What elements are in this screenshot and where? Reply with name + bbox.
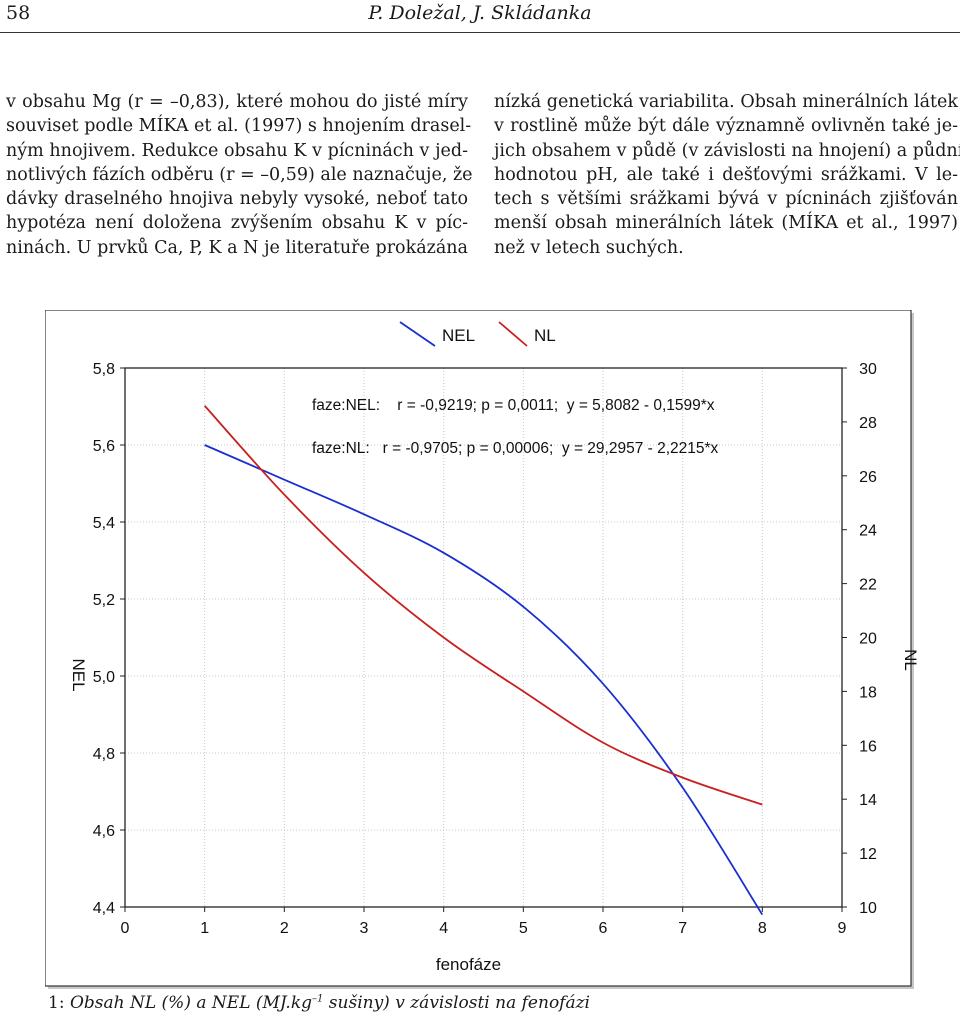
left-column-text: v obsahu Mg (r = –0,83), které mohou do … <box>6 90 473 260</box>
x-axis-title: fenofáze <box>436 955 501 974</box>
figure-chart: 0 1 2 3 4 5 6 7 8 9 4,4 4,6 4,8 5,0 5,2 5,4 5,6 5,8 10 12 14… <box>45 310 917 994</box>
x-tick-label: 2 <box>280 920 289 937</box>
x-tick-label: 8 <box>758 920 767 937</box>
y2-tick-label: 30 <box>859 361 877 378</box>
header-rule <box>0 32 960 33</box>
text-line: notlivých fázích odběru (r = –0,59) ale … <box>6 164 473 185</box>
x-tick-label: 6 <box>599 920 608 937</box>
y-axis-title: NEL <box>69 658 88 691</box>
regression-annotation: faze:NEL: r = -0,9219; p = 0,0011; y = 5… <box>312 397 715 414</box>
y2-tick-label: 12 <box>859 846 877 863</box>
text-line: v obsahu Mg (r = –0,83), které mohou do … <box>6 92 468 112</box>
y-tick-label: 5,4 <box>93 515 115 532</box>
x-tick-label: 0 <box>121 920 130 937</box>
series-line-nl <box>203 405 763 806</box>
x-tick-label: 1 <box>200 920 209 937</box>
text-line: menší obsah minerálních látek (MÍKA et a… <box>494 213 958 234</box>
text-line: souviset podle MÍKA et al. (1997) s hnoj… <box>6 116 472 137</box>
caption-sup: –1 <box>312 993 324 1005</box>
legend-label-nl: NL <box>534 326 556 345</box>
text-line: v rostlině může být dále významně ovlivn… <box>494 116 958 137</box>
y-tick-label: 5,8 <box>93 361 115 378</box>
series-line-nel <box>204 444 764 916</box>
y2-axis-title: NL <box>901 649 917 671</box>
y2-tick-label: 14 <box>859 792 877 809</box>
y2-tick-label: 10 <box>859 900 877 917</box>
y-tick-label: 5,0 <box>93 669 115 686</box>
caption-number: 1: <box>48 993 65 1013</box>
y2-tick-label: 22 <box>859 577 877 594</box>
x-tick-label: 7 <box>678 920 687 937</box>
y-tick-label: 4,4 <box>93 900 115 917</box>
text-line: ninách. U prvků Ca, P, K a N je literatu… <box>6 237 468 258</box>
page-number: 58 <box>6 2 31 24</box>
regression-annotation: faze:NL: r = -0,9705; p = 0,00006; y = 2… <box>312 440 719 457</box>
x-tick-label: 3 <box>360 920 369 937</box>
text-line: ným hnojivem. Redukce obsahu K v pícniná… <box>6 140 468 161</box>
y-tick-label: 5,6 <box>93 438 115 455</box>
y-tick-label: 5,2 <box>93 592 115 609</box>
chart-frame <box>45 310 912 987</box>
x-tick-label: 5 <box>519 920 528 937</box>
caption-text-end: sušiny) v závislosti na fenofázi <box>323 993 590 1013</box>
text-line: jich obsahem v půdě (v závislosti na hno… <box>494 140 960 161</box>
legend-swatch-nel <box>399 321 436 347</box>
x-tick-label: 9 <box>838 920 847 937</box>
right-column-text: nízká genetická variabilita. Obsah miner… <box>494 90 960 260</box>
y2-tick-label: 16 <box>859 738 877 755</box>
text-line: hypotéza není doložena zvýšením obsahu K… <box>6 213 468 234</box>
text-line: dávky draselného hnojiva nebyly vysoké, … <box>6 189 468 210</box>
y2-tick-label: 24 <box>859 523 877 540</box>
caption-text: Obsah NL (%) a NEL (MJ.kg <box>69 993 313 1013</box>
text-line: nízká genetická variabilita. Obsah miner… <box>494 92 958 112</box>
y2-tick-label: 28 <box>859 415 877 432</box>
chart-svg: 0 1 2 3 4 5 6 7 8 94,44,64,85,05,25,45,65,8101214… <box>45 310 917 989</box>
legend-label-nel: NEL <box>442 326 475 345</box>
text-line: hodnotou pH, ale také i dešťovými srážka… <box>494 164 958 185</box>
y2-tick-label: 18 <box>859 684 877 701</box>
x-tick-label: 4 <box>439 920 448 937</box>
legend-swatch-nl <box>498 321 528 347</box>
y-tick-label: 4,6 <box>93 823 115 840</box>
text-line: než v letech suchých. <box>494 237 684 258</box>
text-line: tech s většími srážkami bývá v pícninách… <box>494 189 958 210</box>
figure-caption: 1: Obsah NL (%) a NEL (MJ.kg–1 sušiny) v… <box>48 993 590 1013</box>
y2-tick-label: 26 <box>859 469 877 486</box>
y2-tick-label: 20 <box>859 631 877 648</box>
running-title: P. Doležal, J. Skládanka <box>368 2 592 24</box>
page-header: 58 P. Doležal, J. Skládanka <box>0 0 960 34</box>
y-tick-label: 4,8 <box>93 746 115 763</box>
